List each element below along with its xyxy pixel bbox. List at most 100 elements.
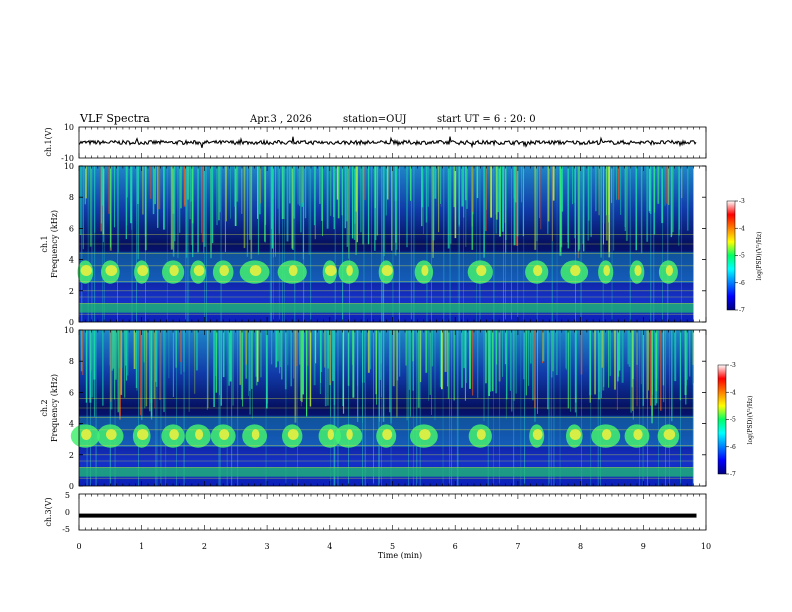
spectrogram-hiss-streak: [119, 330, 121, 420]
spectrogram-hiss-streak: [485, 166, 487, 232]
spectrogram-hiss-streak: [194, 330, 196, 394]
ch1-spectrogram-panel: 0 2 4 6 8 10 ch.1 Frequency (kHz): [40, 162, 707, 327]
ch1-waveform-frame: [78, 126, 707, 159]
ch3-ytick-bottom: -5: [62, 525, 70, 534]
spectrogram-hiss-streak: [110, 330, 112, 402]
spectrogram-hiss-streak: [602, 166, 605, 224]
spectrogram-hiss-streak: [394, 166, 397, 256]
spectrogram-hiss-streak: [126, 166, 128, 198]
spectrogram-hiss-streak: [438, 166, 440, 233]
time-tick-label: 5: [390, 542, 395, 551]
ch2-colorbar-gradient: [717, 364, 727, 475]
chorus-burst-core: [476, 429, 486, 440]
spectrogram-hiss-streak: [440, 166, 441, 204]
spectrogram-hiss-streak: [671, 330, 673, 422]
spectrogram-hiss-streak: [191, 166, 194, 224]
spectrogram-hiss-streak: [559, 166, 562, 256]
spectrogram-hiss-streak: [232, 330, 234, 406]
spectrogram-hiss-streak: [196, 330, 198, 371]
spectrogram-hiss-streak: [515, 330, 517, 394]
spectrogram-hiss-streak: [201, 166, 204, 243]
ch1-waveform-panel: 10 -10 ch.1(V): [44, 123, 707, 163]
chorus-burst-core: [476, 265, 487, 276]
spectrogram-hiss-streak: [275, 330, 277, 368]
spectrogram-hiss-streak: [294, 330, 297, 423]
spectrogram-hiss-streak: [248, 330, 249, 396]
spectrogram-hiss-streak: [472, 166, 474, 212]
spectrogram-hiss-streak: [234, 166, 237, 207]
spectrogram-hiss-streak: [145, 330, 148, 407]
spectrogram-hiss-streak: [439, 330, 442, 388]
spectrogram-hiss-streak: [280, 330, 282, 367]
chorus-burst-core: [327, 429, 334, 440]
spectrogram-hiss-streak: [80, 330, 83, 372]
spectrogram-hiss-streak: [505, 166, 507, 210]
chorus-burst-core: [421, 265, 429, 276]
spectrogram-hiss-streak: [240, 330, 243, 400]
time-tick-label: 10: [701, 542, 711, 551]
chorus-burst-core: [80, 265, 93, 276]
spectrogram-hiss-streak: [476, 166, 479, 199]
chorus-burst-core: [419, 429, 431, 440]
frequency-tick-label: 6: [69, 224, 74, 233]
spectrogram-hiss-streak: [576, 330, 577, 417]
frequency-tick-label: 0: [69, 482, 74, 491]
spectrogram-hiss-streak: [382, 330, 385, 422]
spectrogram-hiss-streak: [266, 330, 268, 409]
spectrogram-hiss-streak: [207, 330, 209, 409]
spectrogram-hiss-streak: [222, 330, 225, 378]
spectrogram-hiss-streak: [236, 166, 239, 202]
spectrogram-hiss-streak: [486, 166, 487, 210]
spectrogram-hiss-streak: [200, 166, 202, 234]
chorus-burst-core: [533, 265, 543, 276]
spectrogram-hiss-streak: [126, 330, 128, 381]
spectrogram-hiss-streak: [159, 330, 161, 400]
spectrogram-hiss-streak: [464, 330, 466, 401]
spectrogram-hiss-streak: [289, 166, 291, 204]
spectrogram-hiss-streak: [300, 166, 302, 233]
spectrogram-hiss-streak: [572, 166, 573, 205]
ch2-spectrogram-image: [70, 330, 695, 486]
spectrogram-hiss-streak: [567, 330, 570, 409]
spectrogram-hiss-streak: [256, 330, 259, 382]
spectrogram-hiss-streak: [587, 166, 589, 241]
spectrogram-hiss-streak: [190, 166, 193, 246]
chorus-burst-core: [288, 265, 298, 276]
spectrogram-hiss-streak: [635, 166, 637, 251]
spectrogram-hiss-streak: [219, 330, 220, 396]
colorbar-tick-label: -5: [730, 417, 736, 424]
header-station: station=OUJ: [343, 114, 407, 125]
spectrogram-hiss-streak: [346, 166, 349, 247]
spectrogram-hiss-streak: [118, 166, 119, 253]
spectrogram-hiss-streak: [565, 330, 567, 369]
spectrogram-hiss-streak: [229, 330, 231, 364]
spectrogram-hiss-streak: [428, 330, 429, 401]
spectrogram-hiss-streak: [342, 330, 345, 414]
spectrogram-hiss-streak: [324, 330, 326, 368]
chorus-burst-core: [325, 265, 337, 276]
spectrogram-hiss-streak: [246, 166, 249, 257]
spectrogram-hiss-streak: [84, 166, 86, 205]
spectrogram-hiss-streak: [282, 166, 285, 219]
spectrogram-hiss-streak: [224, 166, 226, 253]
ch1-waveform-ylabel: ch.1(V): [44, 127, 53, 156]
spectrogram-hiss-streak: [488, 330, 490, 396]
spectrogram-hiss-streak: [419, 330, 422, 383]
spectrogram-hiss-streak: [287, 330, 289, 366]
spectrogram-hiss-streak: [444, 330, 447, 372]
spectrogram-hiss-streak: [651, 330, 653, 424]
frequency-tick-label: 2: [69, 451, 74, 460]
spectrogram-hiss-streak: [490, 166, 493, 218]
spectrogram-hiss-streak: [250, 166, 253, 259]
frequency-tick-label: 4: [69, 420, 74, 429]
spectrogram-hiss-streak: [352, 330, 354, 365]
spectrogram-hiss-streak: [137, 166, 139, 260]
spectrogram-hiss-streak: [190, 166, 192, 202]
spectrogram-hiss-streak: [290, 330, 292, 387]
spectrogram-hiss-streak: [429, 330, 431, 395]
ch1-colorbar-label: log(PSD)(V²/Hz): [756, 232, 763, 281]
spectrogram-hiss-streak: [608, 330, 610, 388]
spectrogram-hiss-streak: [324, 330, 327, 407]
spectrogram-hiss-streak: [352, 330, 355, 398]
header-date: Apr.3 , 2026: [249, 114, 312, 125]
